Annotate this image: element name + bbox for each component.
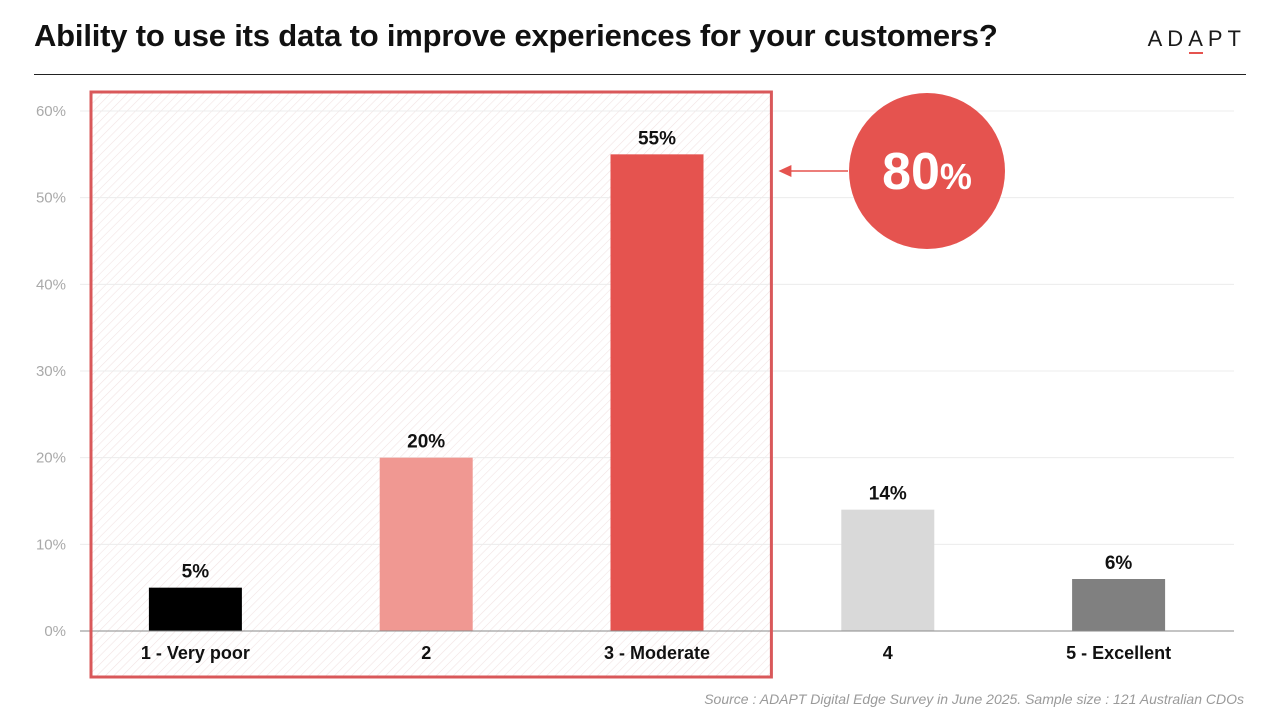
logo-accent-letter: A bbox=[1188, 26, 1208, 54]
y-tick-label: 30% bbox=[36, 363, 66, 380]
x-tick-label: 2 bbox=[421, 643, 431, 663]
callout-arrow-head bbox=[778, 165, 792, 177]
y-tick-label: 50% bbox=[36, 190, 66, 207]
highlight-frame bbox=[89, 90, 773, 679]
bar-value-label: 20% bbox=[407, 432, 445, 453]
y-tick-label: 10% bbox=[36, 536, 66, 553]
callout-total-label: 80% bbox=[882, 143, 972, 201]
logo-text-end: PT bbox=[1207, 26, 1246, 51]
source-note: Source : ADAPT Digital Edge Survey in Ju… bbox=[704, 691, 1244, 707]
x-tick-label: 4 bbox=[883, 643, 893, 663]
bar-value-label: 14% bbox=[869, 484, 907, 505]
bar-value-label: 5% bbox=[182, 562, 210, 583]
x-tick-label: 5 - Excellent bbox=[1066, 643, 1171, 663]
callout-number: 80 bbox=[882, 143, 940, 201]
bar bbox=[379, 457, 473, 631]
bar bbox=[610, 154, 704, 632]
y-tick-label: 0% bbox=[44, 623, 66, 640]
bar bbox=[148, 587, 242, 631]
bar-value-label: 55% bbox=[638, 128, 676, 149]
bar-value-label: 6% bbox=[1105, 553, 1133, 574]
logo-text-start: AD bbox=[1147, 26, 1189, 51]
callout-unit: % bbox=[940, 156, 972, 197]
y-tick-label: 60% bbox=[36, 103, 66, 120]
x-tick-label: 3 - Moderate bbox=[604, 643, 710, 663]
y-tick-label: 20% bbox=[36, 450, 66, 467]
callout-circle bbox=[849, 93, 1005, 249]
chart-title: Ability to use its data to improve exper… bbox=[34, 18, 998, 53]
y-tick-label: 40% bbox=[36, 276, 66, 293]
bar bbox=[1072, 579, 1166, 631]
adapt-logo: ADAPT bbox=[1147, 26, 1246, 54]
bar bbox=[841, 509, 935, 631]
x-tick-label: 1 - Very poor bbox=[141, 643, 250, 663]
title-divider bbox=[34, 74, 1246, 75]
